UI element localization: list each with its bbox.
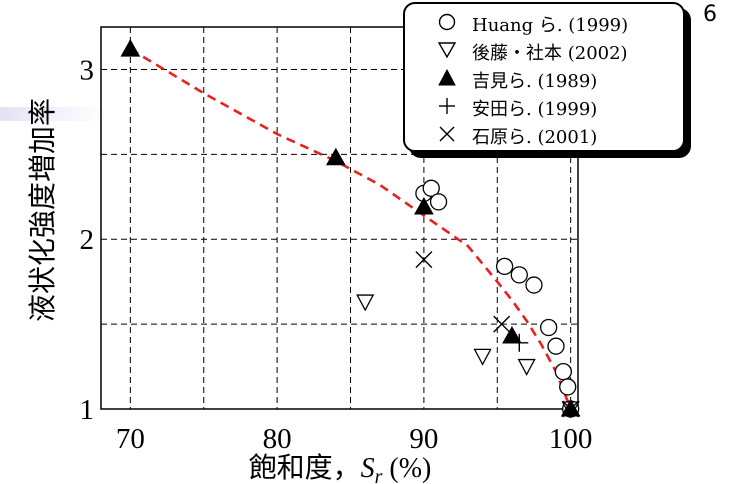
data-point-triangle-down	[356, 294, 375, 312]
y-tick-label: 1	[80, 394, 95, 426]
plot-frame	[100, 26, 579, 410]
y-tick-label: 3	[80, 54, 95, 86]
marker-shape	[415, 251, 433, 269]
legend: Huang ら. (1999) 後藤・社本 (2002) 吉見ら. (1989)…	[403, 2, 691, 158]
circle-marker-icon	[438, 13, 456, 31]
marker-shape	[356, 294, 375, 312]
marker-shape	[502, 325, 522, 344]
data-point-triangle-filled	[120, 39, 141, 57]
marker-shape	[429, 193, 448, 211]
marker-shape	[495, 257, 514, 276]
data-point-circle	[495, 257, 514, 276]
marker-shape	[510, 266, 528, 284]
marker-shape	[560, 398, 581, 417]
legend-label-ishihara: 石原ら. (2001)	[472, 127, 598, 148]
legend-item-ishihara: 石原ら. (2001)	[405, 122, 683, 148]
data-point-circle	[559, 378, 577, 396]
x-tick-label: 100	[549, 423, 593, 455]
legend-item-huang: Huang ら. (1999)	[405, 10, 683, 36]
marker-shape	[554, 362, 572, 381]
title-highlight-band	[0, 107, 108, 121]
triangle-down-marker-icon	[437, 42, 457, 59]
data-point-cross	[493, 315, 511, 333]
marker-shape	[547, 337, 565, 355]
x-tick-label: 80	[263, 423, 292, 455]
marker-shape	[325, 147, 346, 166]
legend-box: Huang ら. (1999) 後藤・社本 (2002) 吉見ら. (1989)…	[403, 2, 685, 152]
y-tick-label: 2	[80, 224, 95, 256]
marker-shape	[422, 179, 440, 197]
trend-line	[129, 47, 572, 410]
legend-label-huang: Huang ら. (1999)	[472, 15, 629, 36]
data-point-circle	[510, 266, 528, 284]
cross-marker-icon	[439, 126, 455, 142]
marker-shape	[539, 318, 558, 337]
marker-shape	[414, 196, 434, 215]
legend-label-goto: 後藤・社本 (2002)	[472, 43, 628, 64]
y-axis-label: 液状化強度増加率	[26, 98, 59, 322]
data-point-circle	[539, 318, 558, 337]
data-point-circle	[554, 362, 572, 381]
page-number: 6	[703, 2, 717, 27]
legend-label-yasuda: 安田ら. (1999)	[472, 99, 598, 120]
data-point-circle	[429, 193, 448, 211]
data-point-triangle-down	[473, 348, 492, 366]
marker-shape	[559, 378, 577, 396]
data-point-triangle-filled	[502, 325, 522, 344]
data-point-triangle-down	[517, 358, 536, 376]
marker-shape	[517, 358, 536, 376]
data-point-triangle-filled	[325, 147, 346, 166]
legend-item-yasuda: 安田ら. (1999)	[405, 94, 683, 120]
x-tick-label: 70	[116, 423, 145, 455]
data-point-circle	[525, 276, 543, 294]
marker-shape	[493, 315, 511, 333]
data-point-circle	[547, 337, 565, 355]
data-point-cross	[415, 251, 433, 269]
marker-shape	[473, 348, 492, 366]
x-tick-label: 90	[409, 423, 438, 455]
data-point-circle	[422, 179, 440, 197]
data-point-triangle-filled	[414, 196, 434, 215]
x-axis-label: 飽和度，Sr (%)	[249, 452, 432, 484]
data-point-triangle-filled	[560, 398, 581, 417]
marker-shape	[120, 39, 141, 57]
plus-marker-icon	[439, 98, 455, 114]
legend-label-yoshimi: 吉見ら. (1989)	[472, 71, 598, 92]
legend-item-yoshimi: 吉見ら. (1989)	[405, 66, 683, 92]
triangle-filled-marker-icon	[438, 68, 456, 86]
marker-shape	[525, 276, 543, 294]
legend-item-goto: 後藤・社本 (2002)	[405, 38, 683, 64]
